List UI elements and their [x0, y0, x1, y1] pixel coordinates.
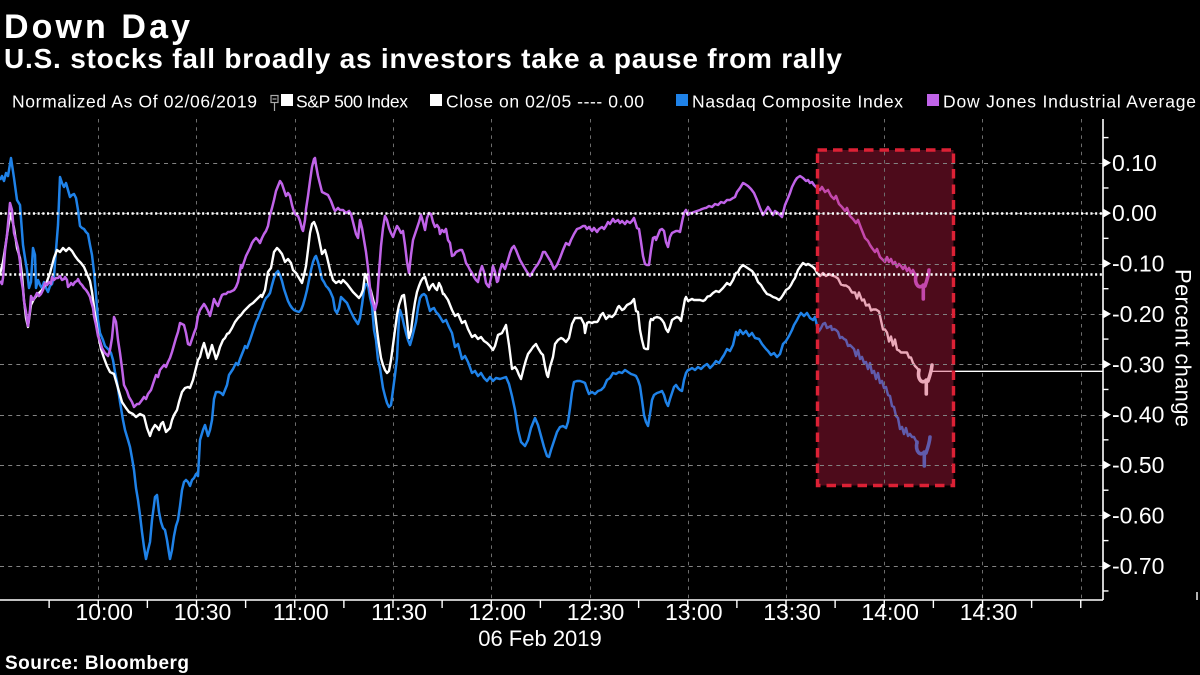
svg-text:13:00: 13:00 — [665, 599, 723, 625]
svg-text:-0.10: -0.10 — [1112, 251, 1164, 277]
svg-text:Down Day: Down Day — [4, 8, 190, 46]
svg-text:14:00: 14:00 — [861, 599, 919, 625]
svg-text:0.10: 0.10 — [1112, 150, 1157, 176]
svg-text:11:00: 11:00 — [273, 599, 329, 625]
svg-text:Nasdaq Composite Index: Nasdaq Composite Index — [692, 92, 903, 112]
svg-text:11:30: 11:30 — [371, 599, 427, 625]
svg-text:-0.30: -0.30 — [1112, 351, 1164, 377]
svg-text:Source: Bloomberg: Source: Bloomberg — [5, 653, 189, 674]
svg-text:-0.20: -0.20 — [1112, 301, 1164, 327]
svg-text:12:00: 12:00 — [468, 599, 526, 625]
svg-text:Percent change: Percent change — [1171, 269, 1196, 427]
svg-text:Normalized As Of 02/06/2019: Normalized As Of 02/06/2019 — [12, 92, 257, 112]
svg-text:10:00: 10:00 — [75, 599, 133, 625]
svg-text:0.00: 0.00 — [1112, 200, 1157, 226]
svg-text:-0.70: -0.70 — [1112, 553, 1164, 579]
svg-text:06 Feb 2019: 06 Feb 2019 — [478, 626, 602, 651]
svg-text:13:30: 13:30 — [763, 599, 821, 625]
svg-text:S&P 500 Index: S&P 500 Index — [296, 92, 408, 112]
svg-text:U.S. stocks fall broadly as in: U.S. stocks fall broadly as investors ta… — [4, 43, 842, 74]
svg-text:-0.40: -0.40 — [1112, 402, 1164, 428]
svg-text:Close on 02/05 ---- 0.00: Close on 02/05 ---- 0.00 — [446, 92, 644, 112]
svg-text:-0.50: -0.50 — [1112, 452, 1164, 478]
svg-text:14:30: 14:30 — [960, 599, 1018, 625]
svg-text:Dow Jones Industrial Average: Dow Jones Industrial Average — [943, 92, 1196, 112]
svg-text:-0.60: -0.60 — [1112, 502, 1164, 528]
svg-text:12:30: 12:30 — [567, 599, 625, 625]
svg-text:10:30: 10:30 — [174, 599, 232, 625]
